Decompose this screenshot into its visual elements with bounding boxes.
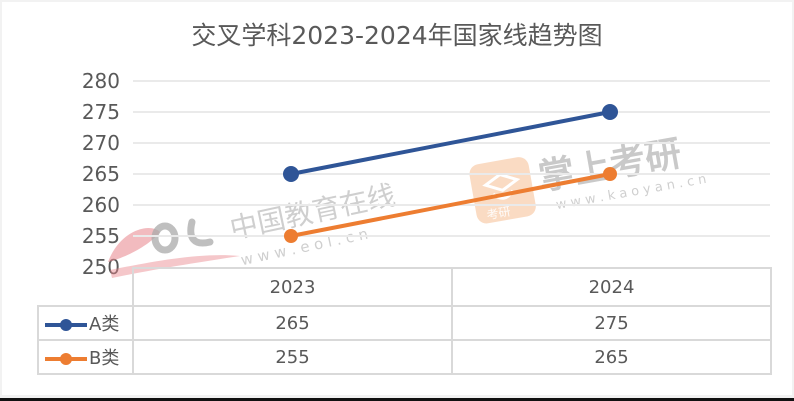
- legend-label-a: A类: [89, 314, 120, 335]
- data-table: 2023 2024 A类 265 275 B类 255 265: [37, 267, 772, 375]
- series-b-line: [284, 167, 617, 243]
- table-row: B类 255 265: [37, 339, 772, 375]
- series-b-point-2023: [284, 229, 298, 243]
- y-tick-260: 260: [81, 193, 120, 217]
- table-cell: 255: [132, 339, 453, 375]
- legend-label-b: B类: [89, 348, 120, 369]
- bottom-border: [0, 398, 794, 401]
- legend-item-a: A类: [37, 305, 134, 341]
- chart-title: 交叉学科2023-2024年国家线趋势图: [191, 21, 603, 50]
- y-tick-275: 275: [81, 100, 120, 124]
- table-header-row: 2023 2024: [38, 267, 772, 307]
- series-a-point-2023: [283, 166, 299, 182]
- table-corner: [38, 268, 134, 307]
- y-tick-270: 270: [81, 131, 120, 155]
- gridlines: [133, 80, 770, 237]
- y-tick-280: 280: [81, 69, 120, 93]
- table-cell: 265: [132, 305, 453, 341]
- table-header-2023: 2023: [132, 267, 453, 307]
- series-b-point-2024: [603, 167, 617, 181]
- legend-item-b: B类: [37, 339, 134, 375]
- table-row: A类 265 275: [37, 305, 772, 341]
- table-cell: 275: [451, 305, 772, 341]
- table-cell: 265: [451, 339, 772, 375]
- legend-marker-b-icon: [45, 353, 87, 365]
- series-a-line: [283, 104, 618, 182]
- legend-marker-a-icon: [45, 319, 87, 331]
- y-tick-265: 265: [81, 162, 120, 186]
- table-header-2024: 2024: [451, 267, 772, 307]
- series-a-point-2024: [602, 104, 618, 120]
